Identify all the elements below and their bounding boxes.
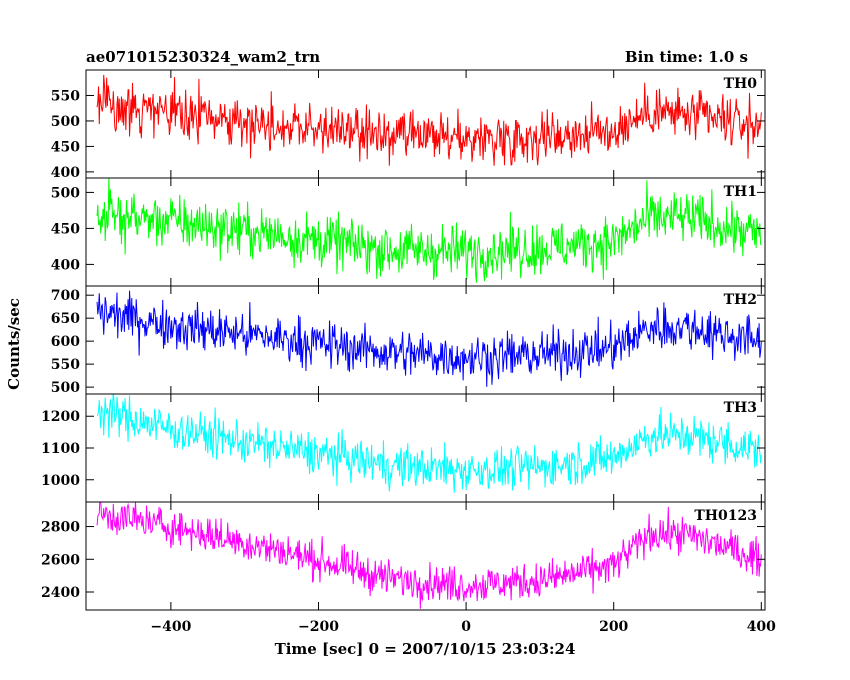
panel-th0123: 2400 2600 2800 TH0123	[41, 501, 766, 611]
chart-title: ae071015230324_wam2_trn	[86, 48, 320, 66]
y-tick-label: 450	[51, 221, 80, 237]
panel-label-th0123: TH0123	[694, 508, 757, 524]
x-tick-label: 400	[747, 619, 776, 635]
y-tick-label: 2600	[41, 552, 80, 568]
y-tick-label: 700	[51, 288, 80, 304]
series-line-th1	[96, 178, 762, 283]
panel-label-th1: TH1	[724, 184, 757, 200]
y-tick-label: 400	[51, 165, 80, 181]
x-tick-label: 0	[461, 619, 471, 635]
y-tick-label: 400	[51, 257, 80, 273]
series-line-th2	[96, 290, 762, 387]
x-axis: −400 −200 0 200 400	[150, 619, 776, 635]
panel-frame	[85, 501, 766, 611]
y-tick-label: 500	[51, 185, 80, 201]
series-line-th0	[96, 74, 762, 166]
panel-th1: 400 450 500 TH1	[51, 177, 766, 287]
y-tick-label: 500	[51, 380, 80, 396]
y-tick-label: 550	[51, 357, 80, 373]
bin-time-label: Bin time: 1.0 s	[625, 48, 748, 66]
series-line-th0123	[96, 502, 762, 609]
panel-th0: 400 450 500 550 TH0	[51, 69, 766, 181]
y-tick-label: 1000	[41, 473, 80, 489]
panel-th2: 500 550 600 650 700 TH2	[51, 285, 766, 396]
panels-group: 400 450 500 550 TH0 400 450 500 TH1 500 550 600 650 7…	[41, 69, 766, 611]
panel-label-th0: TH0	[724, 76, 758, 92]
x-tick-label: −200	[298, 619, 339, 635]
y-tick-label: 550	[51, 88, 80, 104]
y-tick-label: 2400	[41, 585, 80, 601]
y-tick-label: 500	[51, 114, 80, 130]
x-tick-label: −400	[150, 619, 191, 635]
y-tick-label: 2800	[41, 520, 80, 536]
y-tick-label: 1100	[41, 441, 80, 457]
series-line-th3	[96, 394, 762, 493]
y-tick-label: 1200	[41, 409, 80, 425]
y-tick-label: 600	[51, 334, 80, 350]
y-tick-label: 450	[51, 139, 80, 155]
panel-label-th3: TH3	[724, 400, 757, 416]
panel-label-th2: TH2	[724, 292, 757, 308]
x-axis-label: Time [sec] 0 = 2007/10/15 23:03:24	[275, 640, 576, 658]
panel-th3: 1000 1100 1200 TH3	[41, 393, 766, 503]
x-tick-label: 200	[599, 619, 628, 635]
y-tick-label: 650	[51, 311, 80, 327]
y-axis-label: Counts/sec	[5, 298, 23, 390]
